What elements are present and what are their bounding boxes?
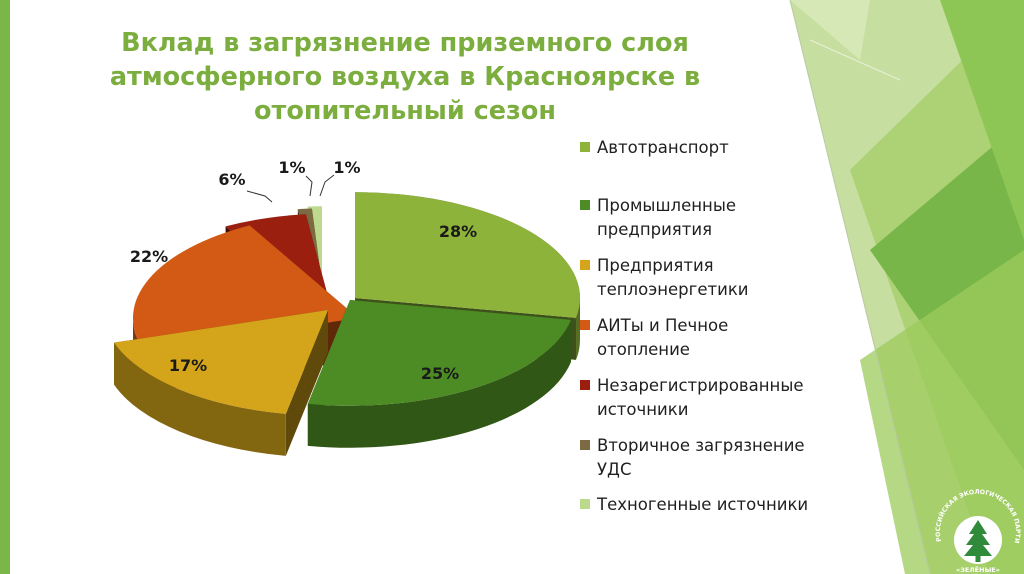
decor-top-triangle: [940, 0, 1024, 240]
legend-label: Автотранспорт: [597, 138, 729, 157]
legend-swatch: [580, 142, 590, 152]
data-label-1: 28%: [439, 222, 477, 241]
legend-swatch: [580, 200, 590, 210]
data-label-6: 1%: [278, 158, 305, 177]
legend-item-5: Незарегистрированные источники: [580, 374, 804, 422]
title-line-2: атмосферного воздуха в Красноярске в: [109, 62, 701, 92]
decor-lower-band: [860, 250, 1024, 574]
legend-item-7: Техногенные источники: [580, 493, 808, 517]
party-logo: РОССИЙСКАЯ ЭКОЛОГИЧЕСКАЯ ПАРТИЯ «ЗЕЛЁНЫЕ…: [928, 482, 1021, 574]
legend-swatch: [580, 260, 590, 270]
legend-label: Предприятия теплоэнергетики: [597, 256, 749, 299]
legend-item-2: Промышленные предприятия: [580, 194, 736, 242]
legend-label: АИТы и Печное отопление: [597, 316, 729, 359]
left-accent-bar: [0, 0, 10, 574]
data-label-5: 6%: [218, 170, 245, 189]
legend-swatch: [580, 440, 590, 450]
decor-top-sliver: [790, 0, 870, 60]
logo-bottom-text: «ЗЕЛЁНЫЕ»: [956, 565, 1000, 574]
legend-label: Вторичное загрязнение УДС: [597, 436, 805, 479]
data-label-4: 22%: [130, 247, 168, 266]
title-line-1: Вклад в загрязнение приземного слоя: [121, 28, 689, 58]
leader-line-5: [246, 190, 273, 203]
pie-slice-2: [307, 300, 572, 448]
decor-line: [809, 39, 901, 81]
leader-line-6: [305, 175, 313, 197]
legend-label: Промышленные предприятия: [597, 196, 737, 239]
legend-item-3: Предприятия теплоэнергетики: [580, 254, 749, 302]
title-line-3: отопительный сезон: [254, 96, 556, 126]
legend-label: Техногенные источники: [597, 495, 809, 514]
legend-item-4: АИТы и Печное отопление: [580, 314, 728, 362]
slide-title: Вклад в загрязнение приземного слоя атмо…: [60, 26, 750, 128]
data-label-2: 25%: [421, 364, 459, 383]
tree-icon: [964, 520, 992, 562]
legend-item-1: Автотранспорт: [580, 136, 729, 160]
leader-line-7: [319, 174, 335, 197]
legend-swatch: [580, 380, 590, 390]
legend-swatch: [580, 320, 590, 330]
decor-line: [789, 0, 931, 574]
legend-item-6: Вторичное загрязнение УДС: [580, 434, 805, 482]
legend-swatch: [580, 499, 590, 509]
pie-slice-3: [114, 310, 328, 456]
data-label-3: 17%: [169, 356, 207, 375]
legend-label: Незарегистрированные источники: [597, 376, 804, 419]
data-label-7: 1%: [333, 158, 360, 177]
